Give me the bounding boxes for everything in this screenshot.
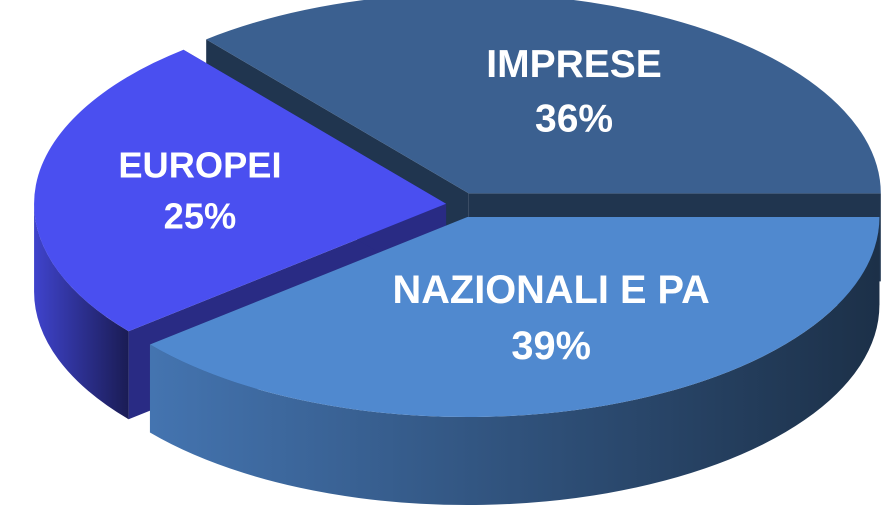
slice-outer-wall [149,217,880,506]
slice-category-label: IMPRESE [486,43,662,86]
slice-value-label: 39% [511,324,591,368]
slice-top [34,49,447,332]
slice-top [206,0,881,194]
slice-top [149,217,880,418]
slice-value-label: 25% [164,195,237,236]
slice-category-label: NAZIONALI E PA [393,268,710,312]
slice-category-label: EUROPEI [118,145,281,186]
slice-value-label: 36% [535,97,613,140]
slice-outer-wall [34,203,129,420]
